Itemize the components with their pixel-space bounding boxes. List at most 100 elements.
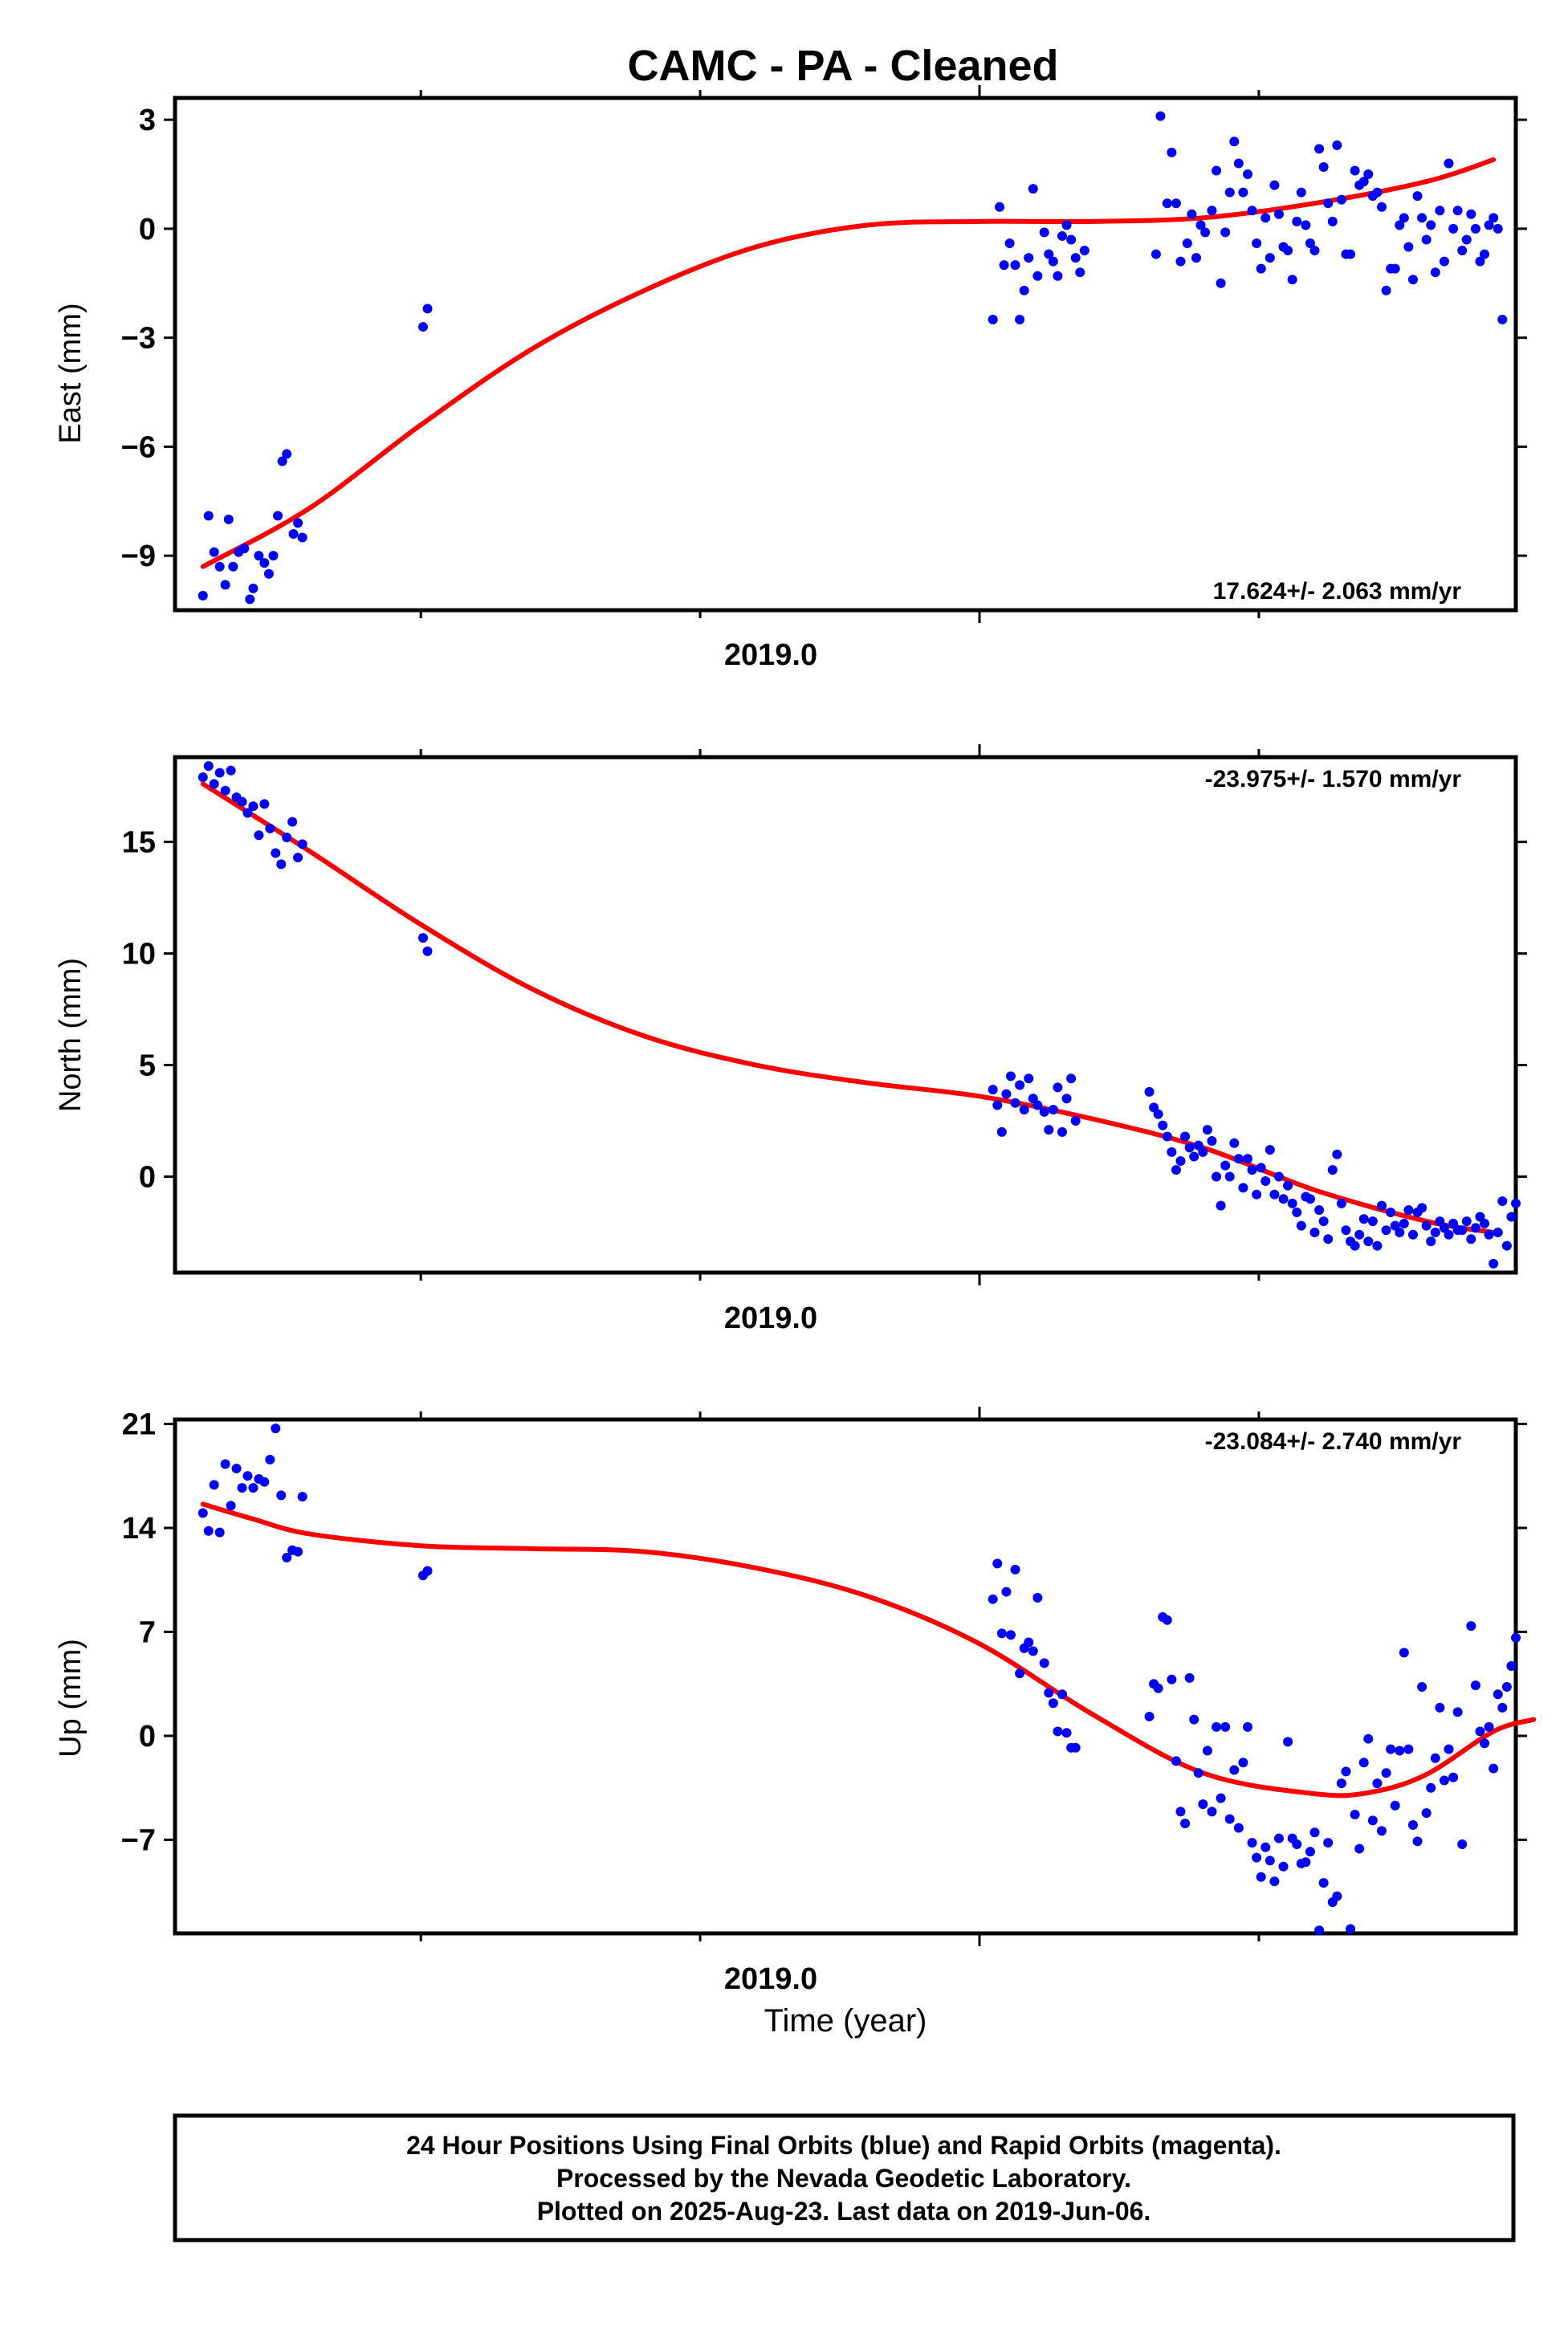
north-data-point (1377, 1200, 1387, 1211)
north-data-point (1457, 1225, 1468, 1236)
east-data-point (1399, 213, 1409, 223)
up-data-point (1015, 1668, 1025, 1679)
east-data-point (1048, 256, 1058, 267)
up-data-point (1180, 1819, 1191, 1829)
up-data-point (1435, 1702, 1445, 1713)
east-data-point (268, 551, 279, 561)
up-data-point (1153, 1683, 1163, 1693)
east-data-point (1066, 234, 1077, 245)
east-data-point (1363, 169, 1374, 180)
north-data-point (209, 779, 219, 789)
east-data-point (1350, 165, 1360, 176)
east-data-point (1265, 253, 1275, 263)
north-data-point (1207, 1136, 1217, 1147)
north-points-group (198, 761, 1521, 1269)
east-data-point (1292, 216, 1302, 226)
up-data-point (1193, 1768, 1203, 1778)
footer-line-3: Plotted on 2025-Aug-23. Last data on 201… (537, 2197, 1151, 2226)
up-fit-line (200, 1501, 1537, 1798)
east-data-point (1318, 161, 1329, 172)
north-data-point (1066, 1073, 1077, 1084)
up-ytick-label: 0 (139, 1720, 156, 1754)
up-data-point (1171, 1756, 1181, 1766)
up-data-point (1395, 1745, 1405, 1756)
up-frame-group: −7 0 7 14 21 (121, 1407, 1527, 1946)
up-data-point (1489, 1763, 1499, 1774)
up-data-point (1407, 1819, 1418, 1830)
north-data-point (1243, 1154, 1252, 1164)
up-data-point (1430, 1753, 1440, 1763)
up-data-point (226, 1501, 236, 1511)
north-data-point (1444, 1229, 1454, 1240)
north-data-point (1053, 1082, 1063, 1093)
up-ylabel: Up (mm) (54, 1639, 88, 1758)
up-data-point (1220, 1721, 1231, 1732)
east-data-point (245, 594, 255, 605)
north-data-point (1265, 1145, 1275, 1155)
up-data-point (1024, 1637, 1034, 1648)
up-data-point (1224, 1814, 1235, 1824)
east-data-point (1252, 238, 1262, 248)
up-data-point (1301, 1857, 1311, 1868)
east-data-point (1212, 165, 1222, 176)
east-data-point (1314, 144, 1325, 154)
north-data-point (1332, 1149, 1342, 1159)
up-data-point (203, 1525, 214, 1536)
north-data-point (1372, 1240, 1383, 1251)
north-data-point (242, 808, 253, 818)
up-data-point (1506, 1661, 1517, 1672)
east-data-point (1287, 275, 1297, 285)
east-data-point (1461, 234, 1472, 245)
up-data-point (1444, 1744, 1454, 1754)
up-data-point (1202, 1745, 1212, 1756)
east-data-point (1426, 220, 1436, 230)
east-data-point (228, 561, 238, 572)
east-data-point (259, 558, 270, 568)
up-data-point (1403, 1744, 1414, 1754)
east-data-point (1151, 249, 1161, 259)
north-data-point (1470, 1223, 1480, 1233)
up-data-point (992, 1558, 1003, 1569)
east-data-point (273, 511, 283, 521)
north-data-point (1484, 1229, 1494, 1240)
up-data-point (1057, 1689, 1067, 1700)
north-data-point (1032, 1100, 1043, 1110)
east-data-point (1247, 206, 1257, 216)
east-data-point (1182, 238, 1192, 248)
up-data-point (1269, 1876, 1280, 1887)
north-data-point (1497, 1196, 1508, 1207)
east-data-point (1327, 216, 1338, 226)
east-data-point (198, 590, 208, 601)
up-data-point (1252, 1852, 1262, 1863)
up-data-point (1256, 1872, 1266, 1882)
north-data-point (1501, 1240, 1512, 1251)
up-data-point (1511, 1632, 1521, 1643)
east-data-point (1381, 285, 1391, 295)
north-data-point (1305, 1194, 1315, 1204)
x-axis-label: Time (year) (764, 2003, 927, 2039)
north-data-point (988, 1085, 998, 1095)
north-data-point (1273, 1171, 1284, 1182)
up-data-point (1457, 1839, 1468, 1850)
up-data-point (1162, 1615, 1172, 1625)
east-data-point (1261, 213, 1271, 223)
north-data-point (1381, 1225, 1391, 1236)
north-data-point (265, 823, 275, 833)
up-data-point (1243, 1721, 1252, 1732)
up-data-point (1238, 1758, 1248, 1768)
east-data-point (1309, 246, 1320, 256)
north-data-point (417, 933, 428, 943)
up-data-point (1412, 1836, 1423, 1847)
east-ytick-label: 0 (139, 213, 156, 246)
footer-line-2: Processed by the Nevada Geodetic Laborat… (556, 2164, 1131, 2193)
east-data-point (417, 322, 428, 332)
east-data-point (1377, 202, 1387, 212)
north-data-point (1341, 1225, 1351, 1236)
east-data-point (1448, 223, 1459, 234)
footer-frame (173, 2113, 1516, 2242)
east-data-point (1167, 147, 1177, 157)
east-data-point (1028, 184, 1038, 194)
north-data-point (1327, 1165, 1338, 1175)
up-data-point (297, 1492, 307, 1502)
east-data-point (1395, 220, 1405, 230)
